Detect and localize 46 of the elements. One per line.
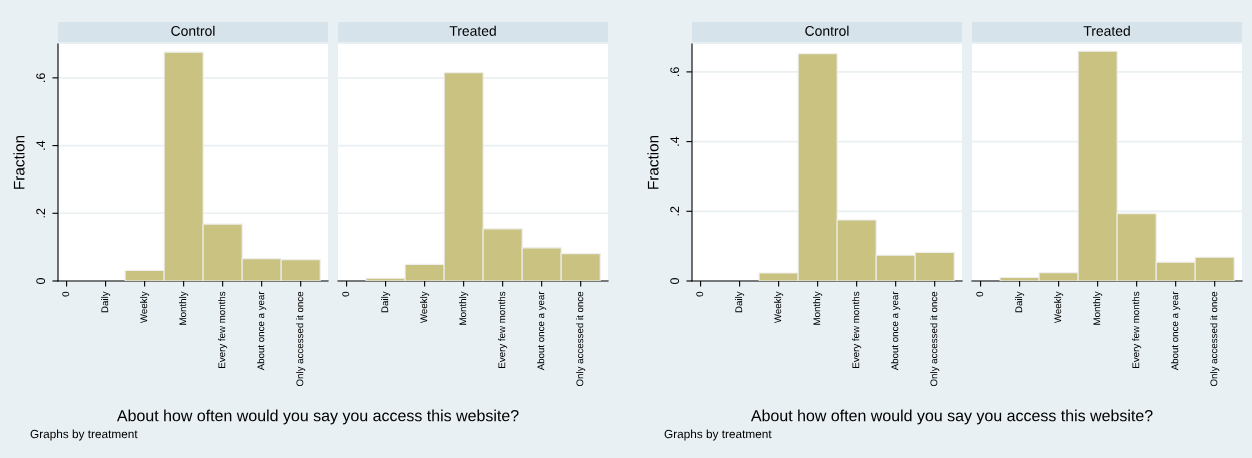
y-axis-title: Fraction [647, 135, 659, 189]
x-tick-label: Every few months [218, 291, 228, 368]
x-tick-label: 0 [62, 291, 70, 297]
x-tick-label: 0 [342, 291, 350, 297]
x-tick-label: Every few months [498, 291, 508, 368]
chart-title: Control [171, 25, 215, 36]
y-tick-label: .6 [670, 67, 680, 76]
x-tick-label: Daily [1015, 291, 1025, 313]
x-tick-label: Monthly [813, 291, 823, 325]
x-tick-label: Daily [381, 291, 391, 313]
x-tick-label: Only accessed it once [930, 291, 940, 387]
x-tick-label: Only accessed it once [296, 291, 306, 387]
y-tick-label: .6 [36, 73, 46, 82]
y-tick-label: .4 [36, 140, 45, 150]
x-tick-label: Weekly [1054, 291, 1064, 324]
x-tick-label: Only accessed it once [576, 291, 586, 387]
text: Graphs by treatment [664, 429, 772, 441]
y-tick-label: .2 [670, 206, 679, 216]
y-tick-label: 0 [36, 278, 46, 284]
x-tick-label: 0 [696, 291, 704, 297]
x-tick-label: About once a year [257, 291, 267, 371]
chart-title: Control [805, 25, 849, 36]
x-tick-label: About once a year [1171, 291, 1181, 371]
x-tick-label: Monthly [1093, 291, 1103, 325]
x-tick-label: Only accessed it once [1210, 291, 1220, 387]
x-tick-label: About once a year [891, 291, 901, 371]
x-axis-title: About how often would you say you access this website? [116, 409, 519, 425]
x-tick-label: About once a year [537, 291, 547, 371]
x-tick-label: Every few months [852, 291, 862, 368]
y-tick-label: .4 [670, 136, 679, 146]
x-tick-label: Monthly [459, 291, 469, 325]
x-tick-label: 0 [976, 291, 984, 297]
x-tick-label: Weekly [140, 291, 150, 324]
x-tick-label: Daily [101, 291, 111, 313]
x-tick-label: Daily [735, 291, 745, 313]
y-tick-label: .2 [36, 208, 45, 218]
chart-title: Treated [1083, 25, 1130, 36]
x-tick-label: Monthly [179, 291, 189, 325]
x-tick-label: Every few months [1132, 291, 1142, 368]
y-axis-title: Fraction [13, 135, 25, 189]
text: Graphs by treatment [30, 429, 138, 441]
y-tick-label: 0 [670, 278, 680, 284]
chart-title: Treated [449, 25, 496, 36]
x-axis-title: About how often would you say you access this website? [750, 409, 1153, 425]
x-tick-label: Weekly [774, 291, 784, 324]
x-tick-label: Weekly [420, 291, 430, 324]
